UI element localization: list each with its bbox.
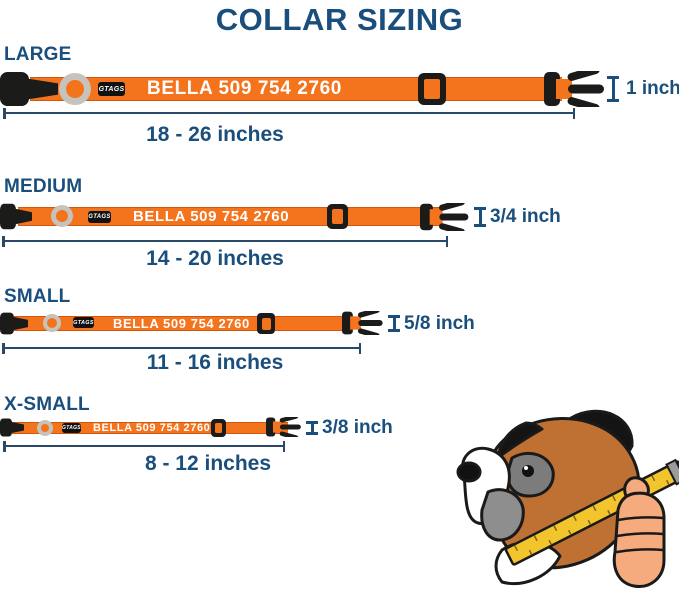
width-indicator-icon [306,421,318,435]
length-measure-line [2,343,361,354]
collar-name-text: BELLA 509 754 2760 [93,422,211,434]
width-indicator-icon [607,76,619,102]
size-label-xsmall: X-SMALL [4,394,90,415]
buckle-female-icon [0,71,58,107]
brand-tag: GTAGS [73,317,94,328]
collar-name-text: BELLA 509 754 2760 [147,78,342,99]
buckle-female-icon [0,203,32,230]
buckle-male-icon [266,417,301,437]
collar-name-text: BELLA 509 754 2760 [133,208,290,225]
tri-glide-slider-icon [327,204,348,229]
buckle-male-icon [544,71,604,107]
size-label-small: SMALL [4,286,71,307]
size-label-medium: MEDIUM [4,176,83,197]
range-label-small: 11 - 16 inches [146,351,284,374]
d-ring-icon [43,314,61,332]
tri-glide-slider-icon [211,419,226,437]
buckle-female-icon [0,312,28,335]
d-ring-icon [59,73,91,105]
length-measure-line [3,108,575,119]
buckle-male-icon [342,311,383,335]
brand-tag: GTAGS [62,423,81,433]
width-label-xsmall: 3/8 inch [322,417,393,438]
width-indicator-icon [474,207,486,227]
brand-tag: GTAGS [88,211,111,223]
length-measure-line [3,441,285,452]
range-label-xsmall: 8 - 12 inches [144,452,272,475]
tri-glide-slider-icon [418,73,446,105]
collar-name-text: BELLA 509 754 2760 [113,316,250,331]
width-indicator-icon [388,315,400,332]
width-label-small: 5/8 inch [404,313,475,334]
range-label-medium: 14 - 20 inches [146,247,284,270]
buckle-male-icon [420,203,469,231]
dog-measuring-tape-illustration [456,409,679,588]
tri-glide-slider-icon [257,313,275,334]
width-label-medium: 3/4 inch [490,206,561,227]
buckle-female-icon [0,418,24,437]
brand-tag: GTAGS [98,82,125,96]
d-ring-icon [51,205,73,227]
length-measure-line [2,236,448,247]
page-title: COLLAR SIZING [215,2,464,37]
d-ring-icon [37,420,53,436]
size-label-large: LARGE [4,44,72,65]
range-label-large: 18 - 26 inches [146,123,284,146]
width-label-large: 1 inch [626,78,679,99]
